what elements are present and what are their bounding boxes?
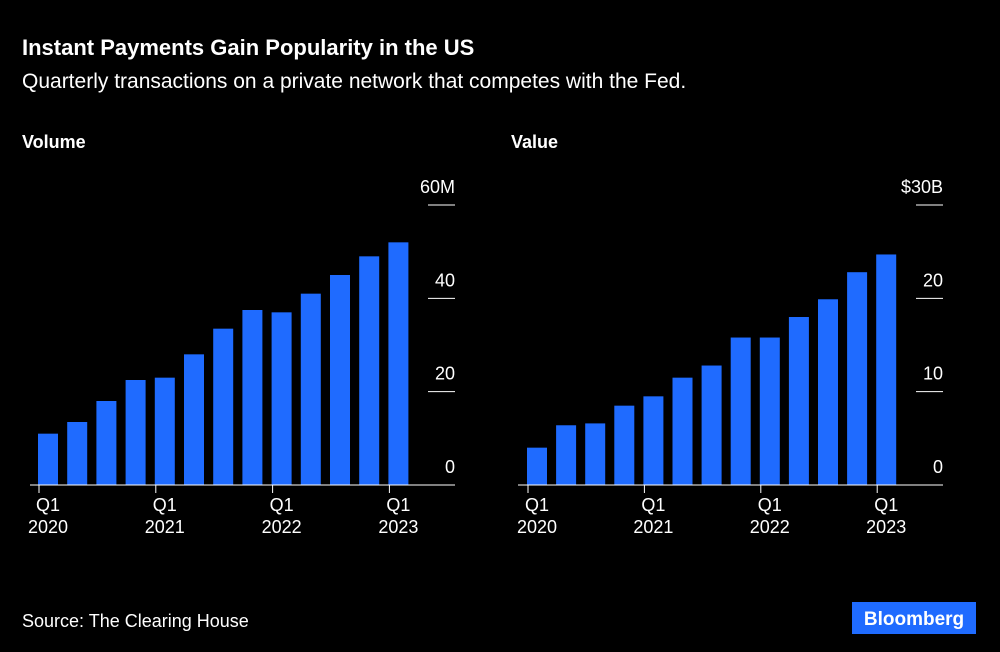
bar [701, 365, 722, 485]
y-tick-label: 20 [435, 364, 455, 384]
bar [242, 310, 263, 485]
y-tick-label: 20 [923, 270, 943, 290]
bar [38, 433, 58, 485]
x-tick-label: Q1 2022 [262, 495, 302, 537]
bar [788, 317, 809, 485]
x-tick-label: Q1 2022 [750, 495, 790, 537]
bar [527, 447, 547, 485]
bar [154, 377, 175, 485]
x-tick-label: Q1 2020 [28, 495, 68, 537]
source: Source: The Clearing House [22, 611, 249, 631]
bar [847, 272, 868, 485]
bar [388, 242, 409, 485]
bar [585, 423, 606, 485]
brand-box [852, 602, 976, 634]
bar [614, 405, 635, 485]
x-tick-label: Q1 2021 [633, 495, 673, 537]
bar [730, 337, 751, 485]
page-subtitle: Quarterly transactions on a private netw… [22, 70, 686, 93]
bar [125, 380, 146, 485]
bar [672, 377, 693, 485]
bar [213, 328, 234, 485]
x-tick-label: Q1 2021 [145, 495, 185, 537]
bar [330, 275, 350, 485]
bar [300, 293, 321, 485]
bar [759, 337, 780, 485]
y-tick-label: $30B [901, 177, 943, 197]
x-tick-label: Q1 2020 [517, 495, 557, 537]
bar [67, 422, 88, 485]
bar [818, 299, 838, 485]
bar [643, 396, 664, 485]
bar [271, 312, 292, 485]
y-tick-label: 40 [435, 270, 455, 290]
bar [876, 254, 897, 485]
y-tick-label: 60M [420, 177, 455, 197]
panel-title: Value [511, 132, 558, 152]
x-tick-label: Q1 2023 [378, 495, 418, 537]
bar [96, 401, 117, 485]
bar [556, 425, 577, 485]
panel-title: Volume [22, 132, 86, 152]
x-tick-label: Q1 2023 [866, 495, 906, 537]
bar [184, 354, 204, 485]
y-tick-label: 0 [933, 457, 943, 477]
y-tick-label: 0 [445, 457, 455, 477]
page-title: Instant Payments Gain Popularity in the … [22, 35, 474, 60]
brand: Bloomberg [864, 609, 964, 630]
y-tick-label: 10 [923, 364, 943, 384]
bar [359, 256, 380, 485]
